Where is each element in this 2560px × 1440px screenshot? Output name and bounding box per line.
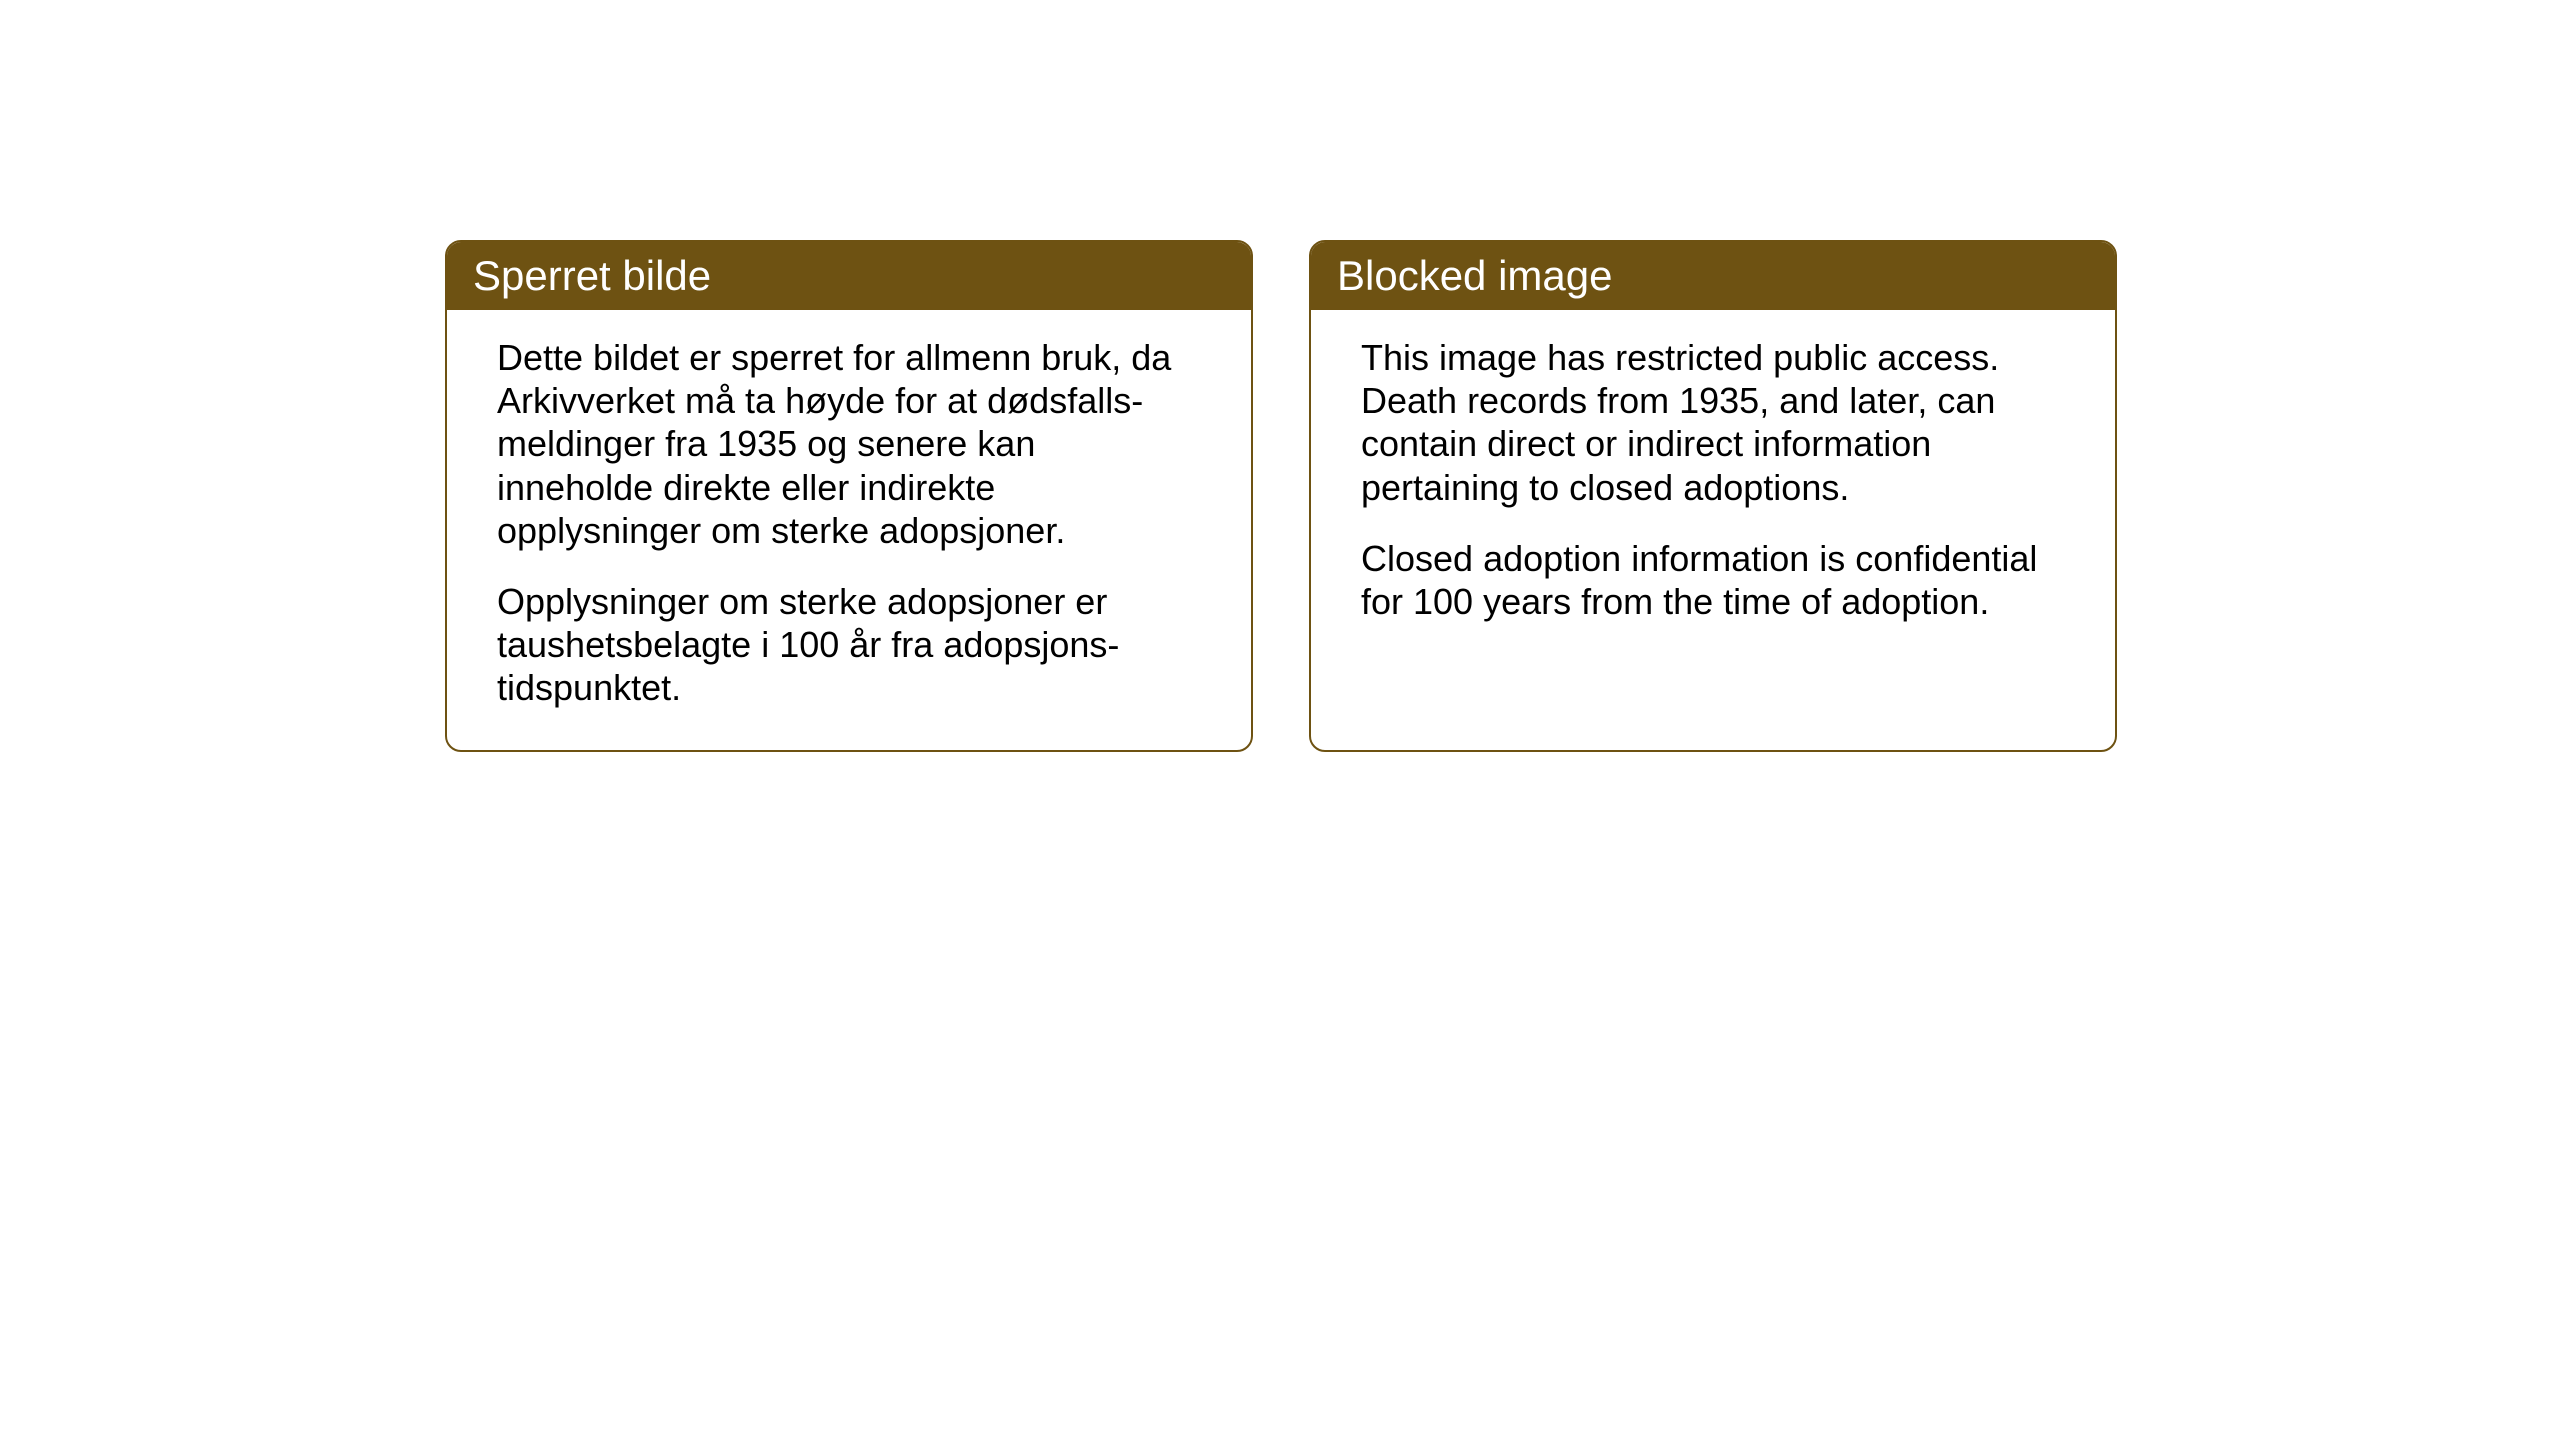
card-title: Sperret bilde [473, 252, 711, 299]
card-paragraph: Dette bildet er sperret for allmenn bruk… [497, 336, 1201, 552]
card-body-english: This image has restricted public access.… [1311, 310, 2115, 703]
notice-cards-container: Sperret bilde Dette bildet er sperret fo… [445, 240, 2117, 752]
card-body-norwegian: Dette bildet er sperret for allmenn bruk… [447, 310, 1251, 750]
blocked-notice-card-norwegian: Sperret bilde Dette bildet er sperret fo… [445, 240, 1253, 752]
card-paragraph: This image has restricted public access.… [1361, 336, 2065, 509]
card-paragraph: Closed adoption information is confident… [1361, 537, 2065, 623]
blocked-notice-card-english: Blocked image This image has restricted … [1309, 240, 2117, 752]
card-title: Blocked image [1337, 252, 1612, 299]
card-header-norwegian: Sperret bilde [447, 242, 1251, 310]
card-paragraph: Opplysninger om sterke adopsjoner er tau… [497, 580, 1201, 710]
card-header-english: Blocked image [1311, 242, 2115, 310]
